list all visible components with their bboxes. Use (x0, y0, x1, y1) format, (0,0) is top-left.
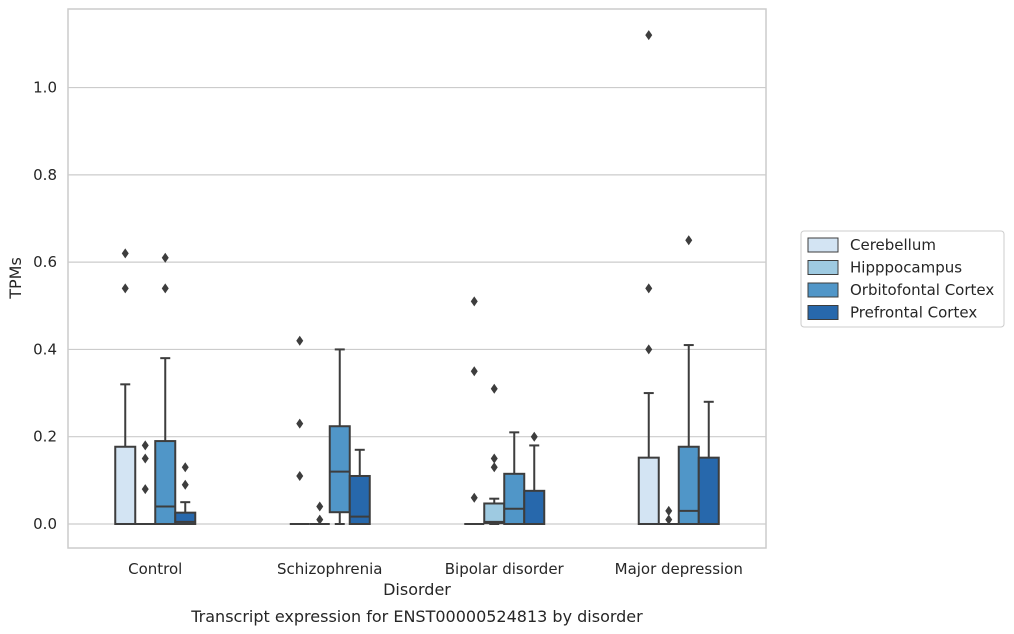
y-tick-label: 0.8 (33, 166, 57, 184)
box (483, 502, 506, 525)
outlier-point (161, 283, 169, 294)
series-hipppocampus (135, 383, 679, 525)
legend-swatch (807, 305, 839, 320)
outlier-point (141, 484, 149, 495)
box (154, 440, 177, 525)
outlier-point (490, 383, 498, 394)
y-tick-label: 0.2 (33, 428, 57, 446)
series-orbitofontal-cortex (154, 235, 700, 525)
outlier-point (161, 252, 169, 263)
box (328, 425, 351, 514)
figure-caption: Transcript expression for ENST0000052481… (190, 607, 643, 626)
y-axis-ticks: 0.0 0.2 0.4 0.6 0.8 1.0 (33, 79, 57, 533)
box (348, 474, 371, 525)
box (503, 472, 526, 525)
box (523, 489, 546, 525)
y-tick-label: 0.6 (33, 253, 57, 271)
box (677, 445, 700, 525)
x-tick-label: Control (128, 560, 182, 578)
x-axis-label: Disorder (383, 580, 451, 599)
outlier-point (665, 514, 673, 525)
outlier-point (316, 514, 324, 525)
outlier-point (530, 431, 538, 442)
legend-frame (800, 230, 1005, 328)
box (637, 456, 660, 525)
y-axis-label: TPMs (6, 257, 25, 300)
x-tick-label: Bipolar disorder (445, 560, 565, 578)
series-prefrontal-cortex (174, 400, 720, 525)
outlier-point (490, 462, 498, 473)
outlier-point (645, 344, 653, 355)
box (697, 456, 720, 525)
box (174, 511, 197, 525)
legend-swatch (807, 237, 839, 253)
outlier-point (121, 283, 129, 294)
y-tick-label: 1.0 (33, 79, 57, 97)
outlier-point (296, 335, 304, 346)
legend: Cerebellum Hipppocampus Orbitofontal Corte… (800, 230, 1005, 328)
legend-swatch (807, 282, 839, 298)
outlier-point (645, 30, 653, 41)
outlier-point (685, 235, 693, 246)
outlier-point (121, 248, 129, 259)
y-tick-label: 0.4 (33, 340, 57, 358)
outlier-point (490, 453, 498, 464)
legend-entry: Orbitofontal Cortex (850, 281, 994, 299)
outlier-point (470, 492, 478, 503)
x-axis-ticks: Control Schizophrenia Bipolar disorder Majo… (128, 560, 743, 578)
legend-entry: Cerebellum (850, 236, 936, 254)
box-series (114, 30, 720, 525)
legend-entry: Hipppocampus (850, 259, 962, 277)
outlier-point (316, 501, 324, 512)
outlier-point (665, 505, 673, 516)
outlier-point (181, 462, 189, 473)
box (114, 445, 137, 525)
outlier-point (181, 479, 189, 490)
outlier-point (141, 453, 149, 464)
legend-swatch (807, 260, 839, 275)
legend-entry: Prefrontal Cortex (850, 304, 977, 322)
outlier-point (645, 283, 653, 294)
x-tick-label: Schizophrenia (277, 560, 382, 578)
x-tick-label: Major depression (615, 560, 743, 578)
series-cerebellum (114, 30, 660, 525)
y-tick-label: 0.0 (33, 515, 57, 533)
outlier-point (470, 366, 478, 377)
outlier-point (141, 440, 149, 451)
outlier-point (296, 470, 304, 481)
outlier-point (470, 296, 478, 307)
outlier-point (296, 418, 304, 429)
